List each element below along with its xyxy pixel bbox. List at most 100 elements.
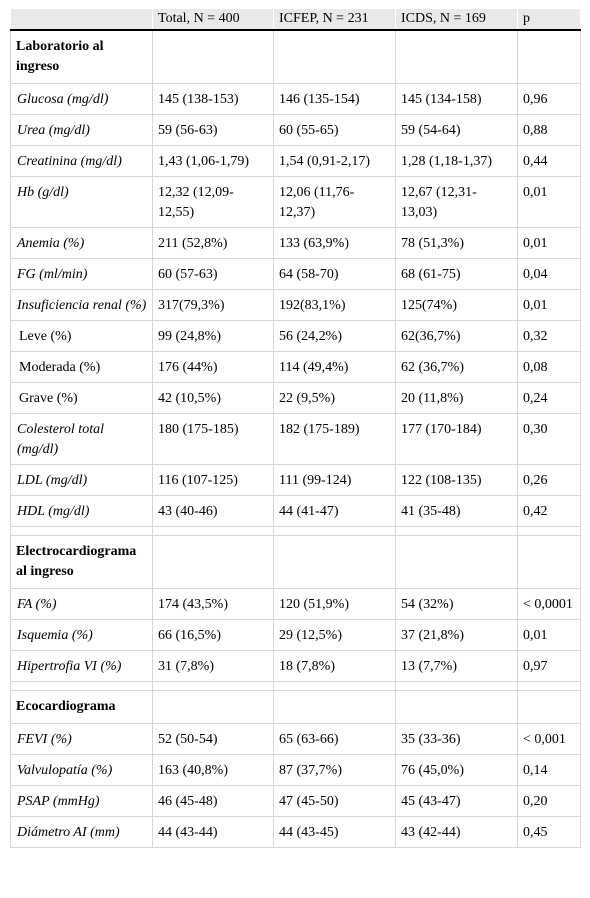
cell-total: 46 (45-48)	[152, 785, 274, 817]
cell-p: 0,30	[517, 413, 581, 465]
cell-icds: 20 (11,8%)	[395, 382, 518, 414]
row-label: LDL (mg/dl)	[10, 464, 153, 496]
row-label: Moderada (%)	[10, 351, 153, 383]
cell-total: 60 (57-63)	[152, 258, 274, 290]
cell-icds: 62(36,7%)	[395, 320, 518, 352]
cell-icds: 78 (51,3%)	[395, 227, 518, 259]
row-label: PSAP (mmHg)	[10, 785, 153, 817]
section-empty-cell	[395, 29, 518, 84]
table-row: FG (ml/min) 60 (57-63) 64 (58-70) 68 (61-75…	[10, 258, 581, 290]
cell-icds: 177 (170-184)	[395, 413, 518, 465]
cell-p: 0,08	[517, 351, 581, 383]
cell-icfep: 111 (99-124)	[273, 464, 396, 496]
cell-p: 0,01	[517, 227, 581, 259]
header-row: Total, N = 400 ICFEP, N = 231 ICDS, N = …	[10, 9, 581, 31]
cell-total: 42 (10,5%)	[152, 382, 274, 414]
row-label: HDL (mg/dl)	[10, 495, 153, 527]
cell-total: 31 (7,8%)	[152, 650, 274, 682]
row-label: Hb (g/dl)	[10, 176, 153, 228]
header-cell-label	[10, 9, 153, 31]
row-label: Leve (%)	[10, 320, 153, 352]
cell-icds: 43 (42-44)	[395, 816, 518, 848]
section-header-row: Ecocardiograma	[10, 690, 581, 724]
section-empty-cell	[517, 535, 581, 589]
data-table-container: Total, N = 400 ICFEP, N = 231 ICDS, N = …	[10, 9, 581, 848]
row-label: Grave (%)	[10, 382, 153, 414]
table-row: FEVI (%) 52 (50-54) 65 (63-66) 35 (33-36) < …	[10, 723, 581, 755]
cell-p: 0,45	[517, 816, 581, 848]
cell-icfep: 192(83,1%)	[273, 289, 396, 321]
section-empty-cell	[152, 690, 274, 724]
cell-icfep: 1,54 (0,91-2,17)	[273, 145, 396, 177]
row-label: Diámetro AI (mm)	[10, 816, 153, 848]
cell-total: 174 (43,5%)	[152, 588, 274, 620]
table-body: Laboratorio al ingreso Glucosa (mg/dl) 145…	[10, 29, 581, 848]
cell-icfep: 146 (135-154)	[273, 83, 396, 115]
section-empty-cell	[273, 690, 396, 724]
section-title: Ecocardiograma	[10, 690, 153, 724]
table-row: Leve (%) 99 (24,8%) 56 (24,2%) 62(36,7%) 0,3…	[10, 320, 581, 352]
section-empty-cell	[273, 535, 396, 589]
table-row: Anemia (%) 211 (52,8%) 133 (63,9%) 78 (51,3…	[10, 227, 581, 259]
cell-icfep: 22 (9,5%)	[273, 382, 396, 414]
cell-p: 0,14	[517, 754, 581, 786]
cell-total: 99 (24,8%)	[152, 320, 274, 352]
table-row: Hipertrofia VI (%) 31 (7,8%) 18 (7,8%) 13 (…	[10, 650, 581, 682]
cell-icds: 37 (21,8%)	[395, 619, 518, 651]
table-row: LDL (mg/dl) 116 (107-125) 111 (99-124) 122 …	[10, 464, 581, 496]
cell-p: 0,44	[517, 145, 581, 177]
cell-total: 163 (40,8%)	[152, 754, 274, 786]
cell-icds: 125(74%)	[395, 289, 518, 321]
cell-total: 176 (44%)	[152, 351, 274, 383]
row-label: Isquemia (%)	[10, 619, 153, 651]
row-label: Insuficiencia renal (%)	[10, 289, 153, 321]
cell-p: < 0,001	[517, 723, 581, 755]
table-row: Isquemia (%) 66 (16,5%) 29 (12,5%) 37 (21,8…	[10, 619, 581, 651]
section-empty-cell	[152, 29, 274, 84]
table-row: Grave (%) 42 (10,5%) 22 (9,5%) 20 (11,8%) 0,…	[10, 382, 581, 414]
table-row: Hb (g/dl) 12,32 (12,09-12,55) 12,06 (11,76…	[10, 176, 581, 228]
row-label: FEVI (%)	[10, 723, 153, 755]
table-row: Diámetro AI (mm) 44 (43-44) 44 (43-45) 43 (…	[10, 816, 581, 848]
row-label: Glucosa (mg/dl)	[10, 83, 153, 115]
cell-p: 0,88	[517, 114, 581, 146]
table-row: Colesterol total (mg/dl) 180 (175-185) 182…	[10, 413, 581, 465]
cell-icfep: 44 (43-45)	[273, 816, 396, 848]
table-row: PSAP (mmHg) 46 (45-48) 47 (45-50) 45 (43-47…	[10, 785, 581, 817]
cell-icfep: 56 (24,2%)	[273, 320, 396, 352]
table-row: Moderada (%) 176 (44%) 114 (49,4%) 62 (36,7…	[10, 351, 581, 383]
cell-icfep: 64 (58-70)	[273, 258, 396, 290]
spacer-cell	[10, 526, 153, 536]
cell-icfep: 120 (51,9%)	[273, 588, 396, 620]
cell-icfep: 18 (7,8%)	[273, 650, 396, 682]
spacer-cell	[517, 681, 581, 691]
table-row: Urea (mg/dl) 59 (56-63) 60 (55-65) 59 (54-6…	[10, 114, 581, 146]
cell-total: 59 (56-63)	[152, 114, 274, 146]
header-cell-icfep: ICFEP, N = 231	[273, 9, 396, 31]
header-cell-icds: ICDS, N = 169	[395, 9, 518, 31]
cell-icds: 54 (32%)	[395, 588, 518, 620]
row-label: Urea (mg/dl)	[10, 114, 153, 146]
cell-p: 0,26	[517, 464, 581, 496]
spacer-cell	[395, 526, 518, 536]
cell-icds: 12,67 (12,31-13,03)	[395, 176, 518, 228]
cell-icds: 35 (33-36)	[395, 723, 518, 755]
cell-p: 0,20	[517, 785, 581, 817]
cell-p: < 0,0001	[517, 588, 581, 620]
spacer-cell	[395, 681, 518, 691]
cell-icds: 76 (45,0%)	[395, 754, 518, 786]
cell-p: 0,04	[517, 258, 581, 290]
cell-total: 66 (16,5%)	[152, 619, 274, 651]
cell-p: 0,42	[517, 495, 581, 527]
table-row: FA (%) 174 (43,5%) 120 (51,9%) 54 (32%) < 0,…	[10, 588, 581, 620]
spacer-cell	[273, 681, 396, 691]
section-empty-cell	[273, 29, 396, 84]
cell-icfep: 114 (49,4%)	[273, 351, 396, 383]
cell-icds: 68 (61-75)	[395, 258, 518, 290]
cell-p: 0,96	[517, 83, 581, 115]
cell-p: 0,01	[517, 619, 581, 651]
row-label: FG (ml/min)	[10, 258, 153, 290]
table-header: Total, N = 400 ICFEP, N = 231 ICDS, N = …	[10, 9, 581, 31]
cell-icfep: 182 (175-189)	[273, 413, 396, 465]
cell-icfep: 47 (45-50)	[273, 785, 396, 817]
